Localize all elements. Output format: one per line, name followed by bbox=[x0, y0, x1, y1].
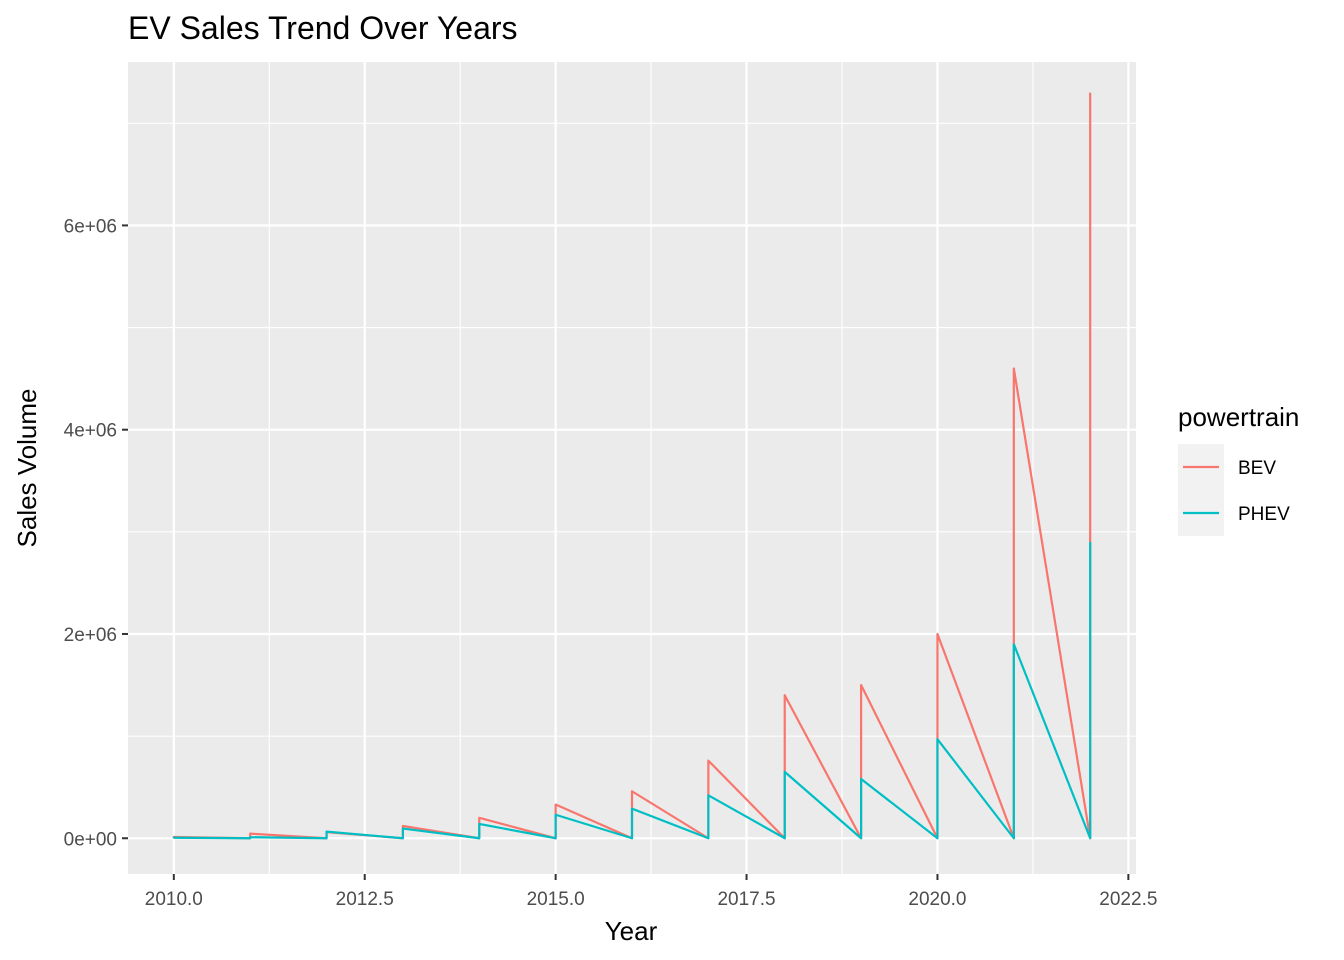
grid-minor bbox=[128, 62, 1136, 874]
x-tick-label: 2012.5 bbox=[336, 889, 394, 910]
x-tick-label: 2022.5 bbox=[1099, 889, 1157, 910]
legend-items: BEV PHEV bbox=[1178, 444, 1290, 536]
y-tick-label: 4e+06 bbox=[64, 421, 117, 442]
legend-label-bev: BEV bbox=[1238, 458, 1276, 479]
series-layer bbox=[172, 92, 1092, 840]
legend-title: powertrain bbox=[1178, 402, 1299, 432]
legend-label-phev: PHEV bbox=[1238, 504, 1290, 525]
x-tick-label: 2015.0 bbox=[527, 889, 585, 910]
y-tick-label: 6e+06 bbox=[64, 216, 117, 237]
chart-title: EV Sales Trend Over Years bbox=[128, 10, 518, 46]
legend: powertrain BEV PHEV bbox=[1178, 402, 1299, 536]
x-tick-label: 2017.5 bbox=[717, 889, 775, 910]
x-axis-title: Year bbox=[605, 916, 658, 946]
axis-layer: 2010.0 2012.5 2015.0 2017.5 2020.0 2022.5 0e+0… bbox=[64, 216, 1158, 910]
x-tick-label: 2020.0 bbox=[908, 889, 966, 910]
y-tick-label: 2e+06 bbox=[64, 625, 117, 646]
y-axis-title: Sales Volume bbox=[12, 389, 42, 548]
plot-panel bbox=[128, 62, 1136, 874]
x-tick-label: 2010.0 bbox=[145, 889, 203, 910]
y-tick-label: 0e+00 bbox=[64, 829, 117, 850]
series-line-phev bbox=[172, 542, 1092, 840]
